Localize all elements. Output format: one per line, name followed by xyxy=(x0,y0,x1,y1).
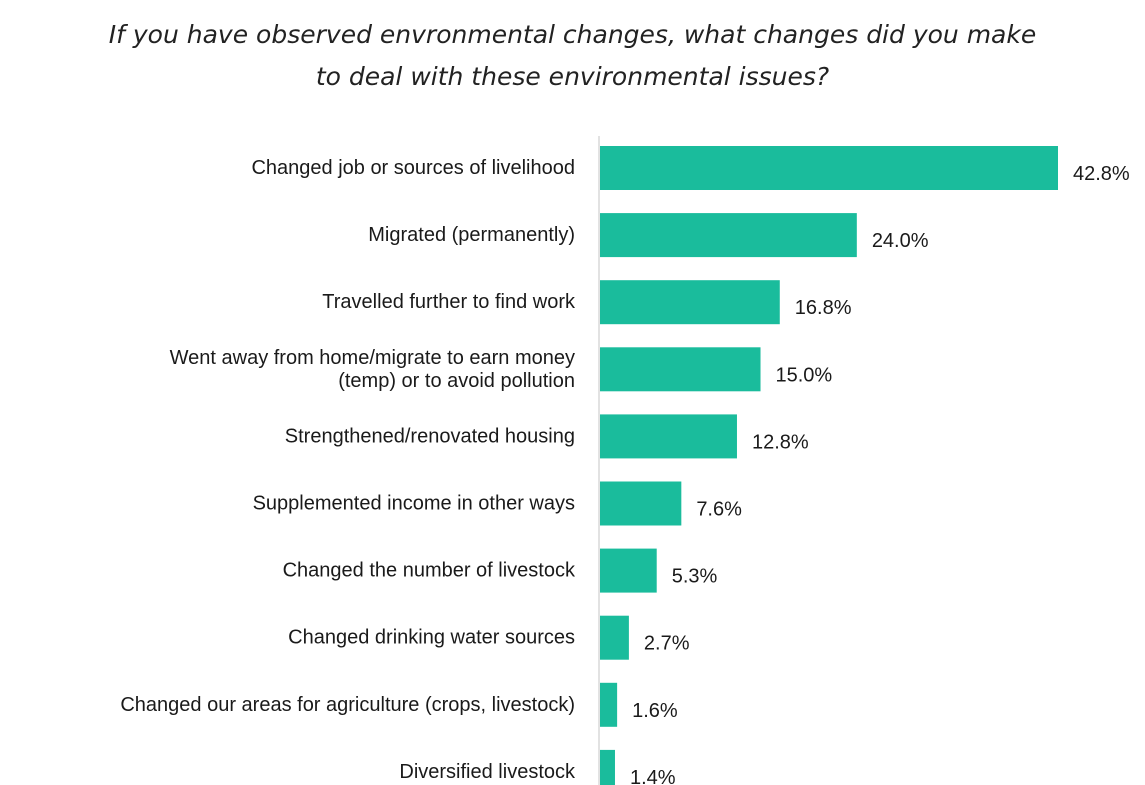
bar-row: Travelled further to find work 16.8% xyxy=(322,280,852,325)
bar xyxy=(600,749,615,785)
bar xyxy=(600,213,857,258)
category-label: Went away from home/migrate to earn mone… xyxy=(170,347,575,392)
bar-row: Strengthened/renovated housing 12.8% xyxy=(285,414,809,459)
category-label-line: Changed drinking water sources xyxy=(288,627,575,649)
bar xyxy=(600,414,737,459)
value-label: 1.4% xyxy=(630,767,676,785)
category-label-line: Changed the number of livestock xyxy=(283,560,576,582)
value-label: 12.8% xyxy=(752,431,809,453)
value-label: 15.0% xyxy=(776,364,833,386)
value-label: 2.7% xyxy=(644,633,690,655)
bar xyxy=(600,347,761,392)
bar xyxy=(600,146,1058,190)
bar xyxy=(600,682,618,727)
category-label: Changed our areas for agriculture (crops… xyxy=(120,694,575,716)
category-label: Strengthened/renovated housing xyxy=(285,425,575,447)
category-label-line: Changed our areas for agriculture (crops… xyxy=(120,694,575,716)
bar xyxy=(600,481,682,526)
bar-row: Changed job or sources of livelihood 42.8… xyxy=(251,146,1130,190)
category-label: Changed job or sources of livelihood xyxy=(251,157,575,179)
value-label: 5.3% xyxy=(672,566,718,588)
bar xyxy=(600,548,657,593)
bar-row: Supplemented income in other ways 7.6% xyxy=(253,481,742,526)
value-label: 7.6% xyxy=(696,499,742,521)
chart-title-line-1: If you have observed envronmental change… xyxy=(108,20,1037,49)
category-label-line: (temp) or to avoid pollution xyxy=(338,370,575,392)
category-label: Travelled further to find work xyxy=(322,291,576,313)
category-label-line: Diversified livestock xyxy=(399,761,576,783)
bar-row: Changed drinking water sources 2.7% xyxy=(288,615,690,660)
category-label: Migrated (permanently) xyxy=(368,224,575,246)
bar-row: Changed our areas for agriculture (crops… xyxy=(120,682,678,727)
category-label: Changed drinking water sources xyxy=(288,627,575,649)
bar-row: Migrated (permanently) 24.0% xyxy=(368,213,929,258)
category-label-line: Supplemented income in other ways xyxy=(253,493,575,515)
bar xyxy=(600,280,780,325)
category-label-line: Went away from home/migrate to earn mone… xyxy=(170,347,575,369)
value-label: 24.0% xyxy=(872,230,929,252)
category-label-line: Migrated (permanently) xyxy=(368,224,575,246)
category-label: Diversified livestock xyxy=(399,761,576,783)
chart-title-line-2: to deal with these environmental issues? xyxy=(315,62,830,91)
category-label-line: Travelled further to find work xyxy=(322,291,576,313)
category-label: Changed the number of livestock xyxy=(283,560,576,582)
category-label: Supplemented income in other ways xyxy=(253,493,575,515)
chart-title: If you have observed envronmental change… xyxy=(0,14,1145,98)
value-label: 42.8% xyxy=(1073,163,1130,185)
bar-row: Changed the number of livestock 5.3% xyxy=(283,548,718,593)
category-label-line: Changed job or sources of livelihood xyxy=(251,157,575,179)
bar xyxy=(600,615,629,660)
category-label-line: Strengthened/renovated housing xyxy=(285,425,575,447)
bar-row: Went away from home/migrate to earn mone… xyxy=(170,347,833,392)
value-label: 16.8% xyxy=(795,297,852,319)
value-label: 1.6% xyxy=(632,700,678,722)
bar-row: Diversified livestock 1.4% xyxy=(399,749,676,785)
